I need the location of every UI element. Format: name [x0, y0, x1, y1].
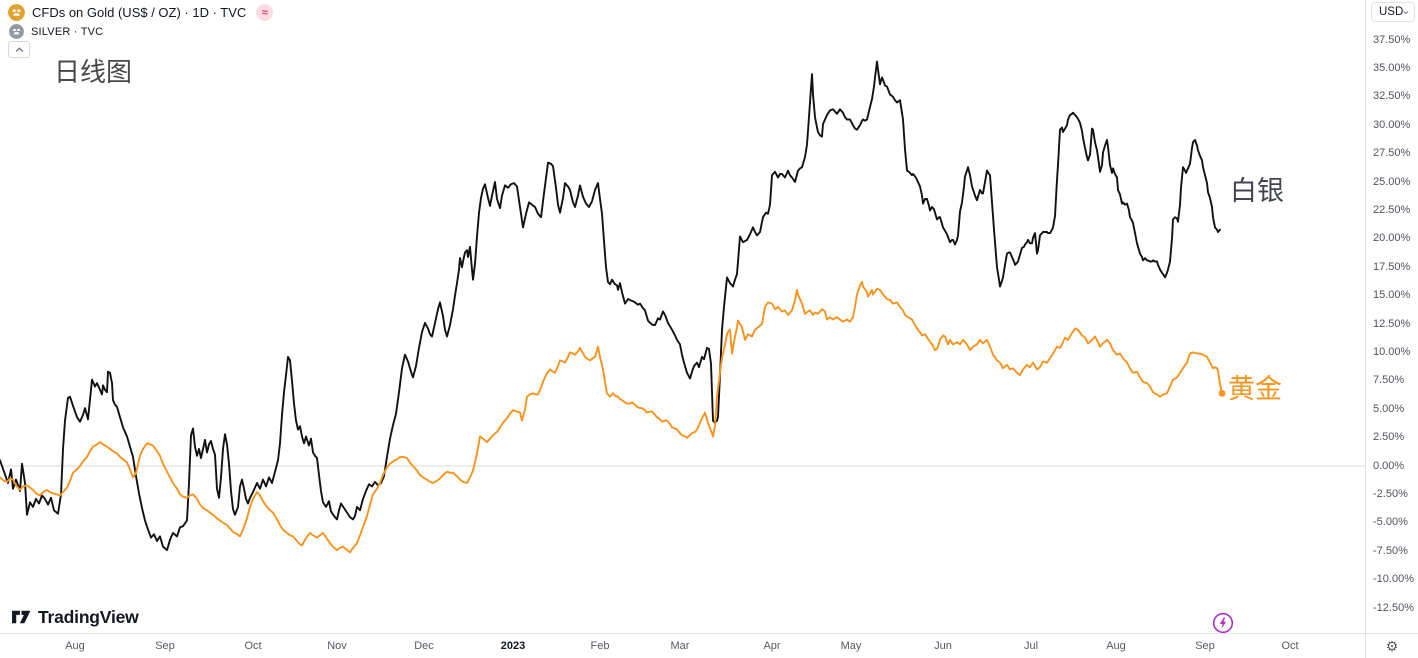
approx-badge-icon: ≈	[256, 4, 274, 21]
time-axis-label: Aug	[65, 640, 85, 652]
gold-last-price-dot	[1218, 389, 1226, 397]
price-tick-label: 35.00%	[1373, 61, 1411, 74]
chevron-up-icon	[15, 46, 23, 52]
price-tick-label: -5.00%	[1373, 516, 1408, 529]
price-tick-label: 10.00%	[1373, 345, 1411, 358]
price-tick-label: 27.50%	[1373, 147, 1411, 160]
axis-settings-corner[interactable]: ⚙	[1365, 633, 1418, 658]
silver-symbol-title: SILVER · TVC	[31, 25, 104, 38]
tradingview-logo[interactable]: TradingView	[11, 604, 139, 630]
price-tick-label: 12.50%	[1373, 317, 1411, 330]
price-tick-label: 7.50%	[1373, 374, 1405, 387]
silver-series-label[interactable]: 白银	[1230, 176, 1284, 206]
time-axis-label: Sep	[155, 640, 175, 652]
price-tick-label: 20.00%	[1373, 232, 1411, 245]
gear-icon[interactable]: ⚙	[1385, 637, 1399, 654]
time-axis-label: Nov	[327, 640, 347, 652]
time-axis-label: May	[840, 640, 862, 652]
price-tick-label: 15.00%	[1373, 289, 1411, 302]
time-axis-label: Dec	[414, 640, 434, 652]
legend-collapse-button[interactable]	[8, 41, 30, 58]
gold-symbol-title: CFDs on Gold (US$ / OZ) · 1D · TVC	[32, 5, 247, 20]
price-tick-label: 2.50%	[1373, 431, 1405, 444]
price-tick-label: -10.00%	[1373, 573, 1414, 586]
time-axis-label: Jul	[1023, 640, 1039, 652]
time-axis-label: Mar	[670, 640, 690, 652]
time-axis-label: Aug	[1106, 640, 1126, 652]
silver-series-line[interactable]	[0, 60, 1221, 552]
chevron-down-icon	[1403, 10, 1409, 14]
price-tick-label: 22.50%	[1373, 203, 1411, 216]
currency-value: USD	[1379, 6, 1404, 18]
price-tick-label: -12.50%	[1373, 601, 1414, 614]
time-axis-label: Feb	[590, 640, 610, 652]
time-axis-label: Apr	[763, 640, 781, 652]
price-tick-label: 0.00%	[1373, 459, 1405, 472]
price-tick-label: -2.50%	[1373, 487, 1408, 500]
time-axis-label: Oct	[244, 640, 262, 652]
legend-row-silver[interactable]: SILVER · TVC	[8, 22, 273, 41]
price-tick-label: 17.50%	[1373, 260, 1411, 273]
price-tick-label: 5.00%	[1373, 402, 1405, 415]
time-axis-label: Sep	[1195, 640, 1215, 652]
lightning-marker-icon[interactable]	[1212, 612, 1234, 634]
gold-series-label[interactable]: 黄金	[1228, 374, 1282, 404]
time-axis-label: Oct	[1281, 640, 1299, 652]
time-axis-label: Jun	[934, 640, 952, 652]
gold-coin-icon	[8, 4, 25, 21]
chart-canvas[interactable]	[0, 0, 1365, 633]
legend: CFDs on Gold (US$ / OZ) · 1D · TVC ≈ SIL…	[8, 3, 274, 41]
price-tick-label: 37.50%	[1373, 33, 1411, 46]
currency-selector[interactable]: USD	[1371, 2, 1415, 22]
price-tick-label: 25.00%	[1373, 175, 1411, 188]
price-tick-label: 32.50%	[1373, 90, 1411, 103]
legend-row-gold[interactable]: CFDs on Gold (US$ / OZ) · 1D · TVC ≈	[8, 3, 274, 22]
price-axis[interactable]: 37.50% 35.00% 32.50% 30.00% 27.50% 25.00% 22.5…	[1365, 0, 1418, 633]
price-tick-label: 30.00%	[1373, 118, 1411, 131]
time-axis-label: 2023	[500, 640, 526, 652]
price-tick-label: -7.50%	[1373, 544, 1408, 557]
chart-title-annotation[interactable]: 日线图	[54, 57, 133, 87]
silver-coin-icon	[9, 24, 24, 39]
tradingview-logo-icon	[12, 610, 31, 624]
tradingview-logo-text: TradingView	[38, 606, 139, 627]
gold-series-line[interactable]	[0, 281, 1223, 554]
time-axis[interactable]: Aug Sep Oct Nov Dec 2023 Feb Mar Apr May Jun Jul Aug…	[0, 633, 1365, 658]
